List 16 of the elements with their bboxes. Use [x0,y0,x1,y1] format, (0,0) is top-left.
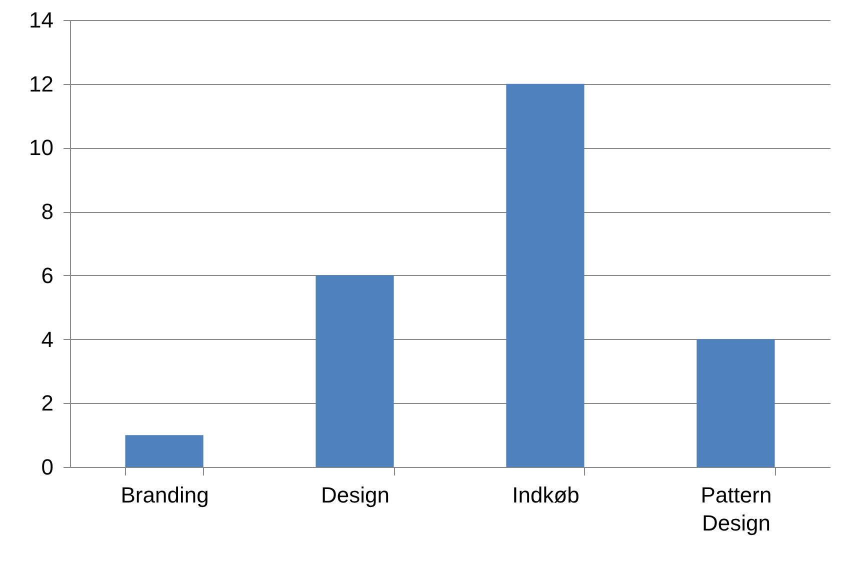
bar [125,435,204,467]
y-tick-label: 6 [41,262,54,288]
x-tick-label: Indkøb [512,482,580,508]
y-tick-label: 0 [41,454,54,480]
y-tick-label: 10 [29,135,54,160]
y-tick-label: 4 [41,326,54,352]
y-tick-label: 14 [29,8,54,32]
bar [506,84,584,467]
x-tick-label: Design [321,482,390,508]
y-tick-label: 2 [41,390,54,416]
y-tick-label: 12 [29,71,54,96]
x-tick-label: Branding [120,482,209,508]
bar [316,275,394,467]
bar [696,339,775,467]
x-tick-label: Pattern Design [700,482,772,536]
y-tick-label: 8 [41,199,54,224]
